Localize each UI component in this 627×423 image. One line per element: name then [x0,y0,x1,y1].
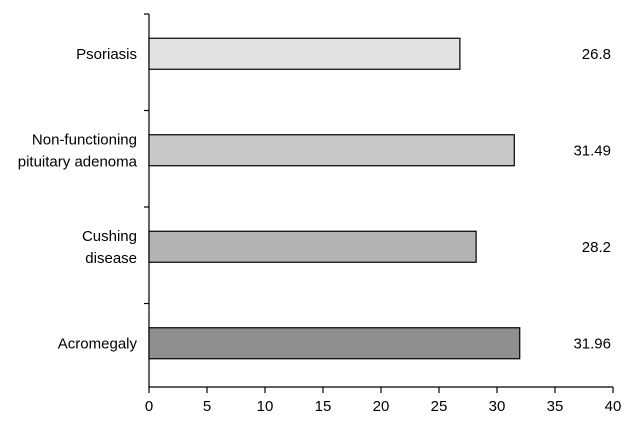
category-label: Cushing [82,228,137,245]
x-tick-label: 35 [547,398,564,415]
bar [148,134,515,167]
category-label: Psoriasis [76,46,137,63]
bar [148,327,521,360]
x-tick-label: 30 [489,398,506,415]
category-label: disease [85,250,137,267]
category-label: Non-functioning [32,131,137,148]
bar [148,230,477,263]
x-tick-label: 0 [145,398,153,415]
data-label: 26.8 [582,46,611,63]
x-tick-label: 20 [373,398,390,415]
category-label: pituitary adenoma [18,153,138,170]
bar [148,37,461,70]
value-labels: 26.8 31.49 28.2 31.96 [573,46,611,353]
bars-group [148,37,521,360]
x-tick-label: 10 [257,398,274,415]
x-tick-label: 5 [203,398,211,415]
x-tick-label: 25 [431,398,448,415]
data-label: 28.2 [582,239,611,256]
x-axis-ticks: 0 5 10 15 20 25 30 35 40 [145,387,622,415]
data-label: 31.49 [573,142,611,159]
x-tick-label: 15 [315,398,332,415]
data-label: 31.96 [573,335,611,352]
category-label: Acromegaly [58,335,138,352]
y-axis-ticks [144,13,149,305]
x-tick-label: 40 [605,398,622,415]
category-labels: Psoriasis Non-functioning pituitary adenom… [18,46,138,353]
